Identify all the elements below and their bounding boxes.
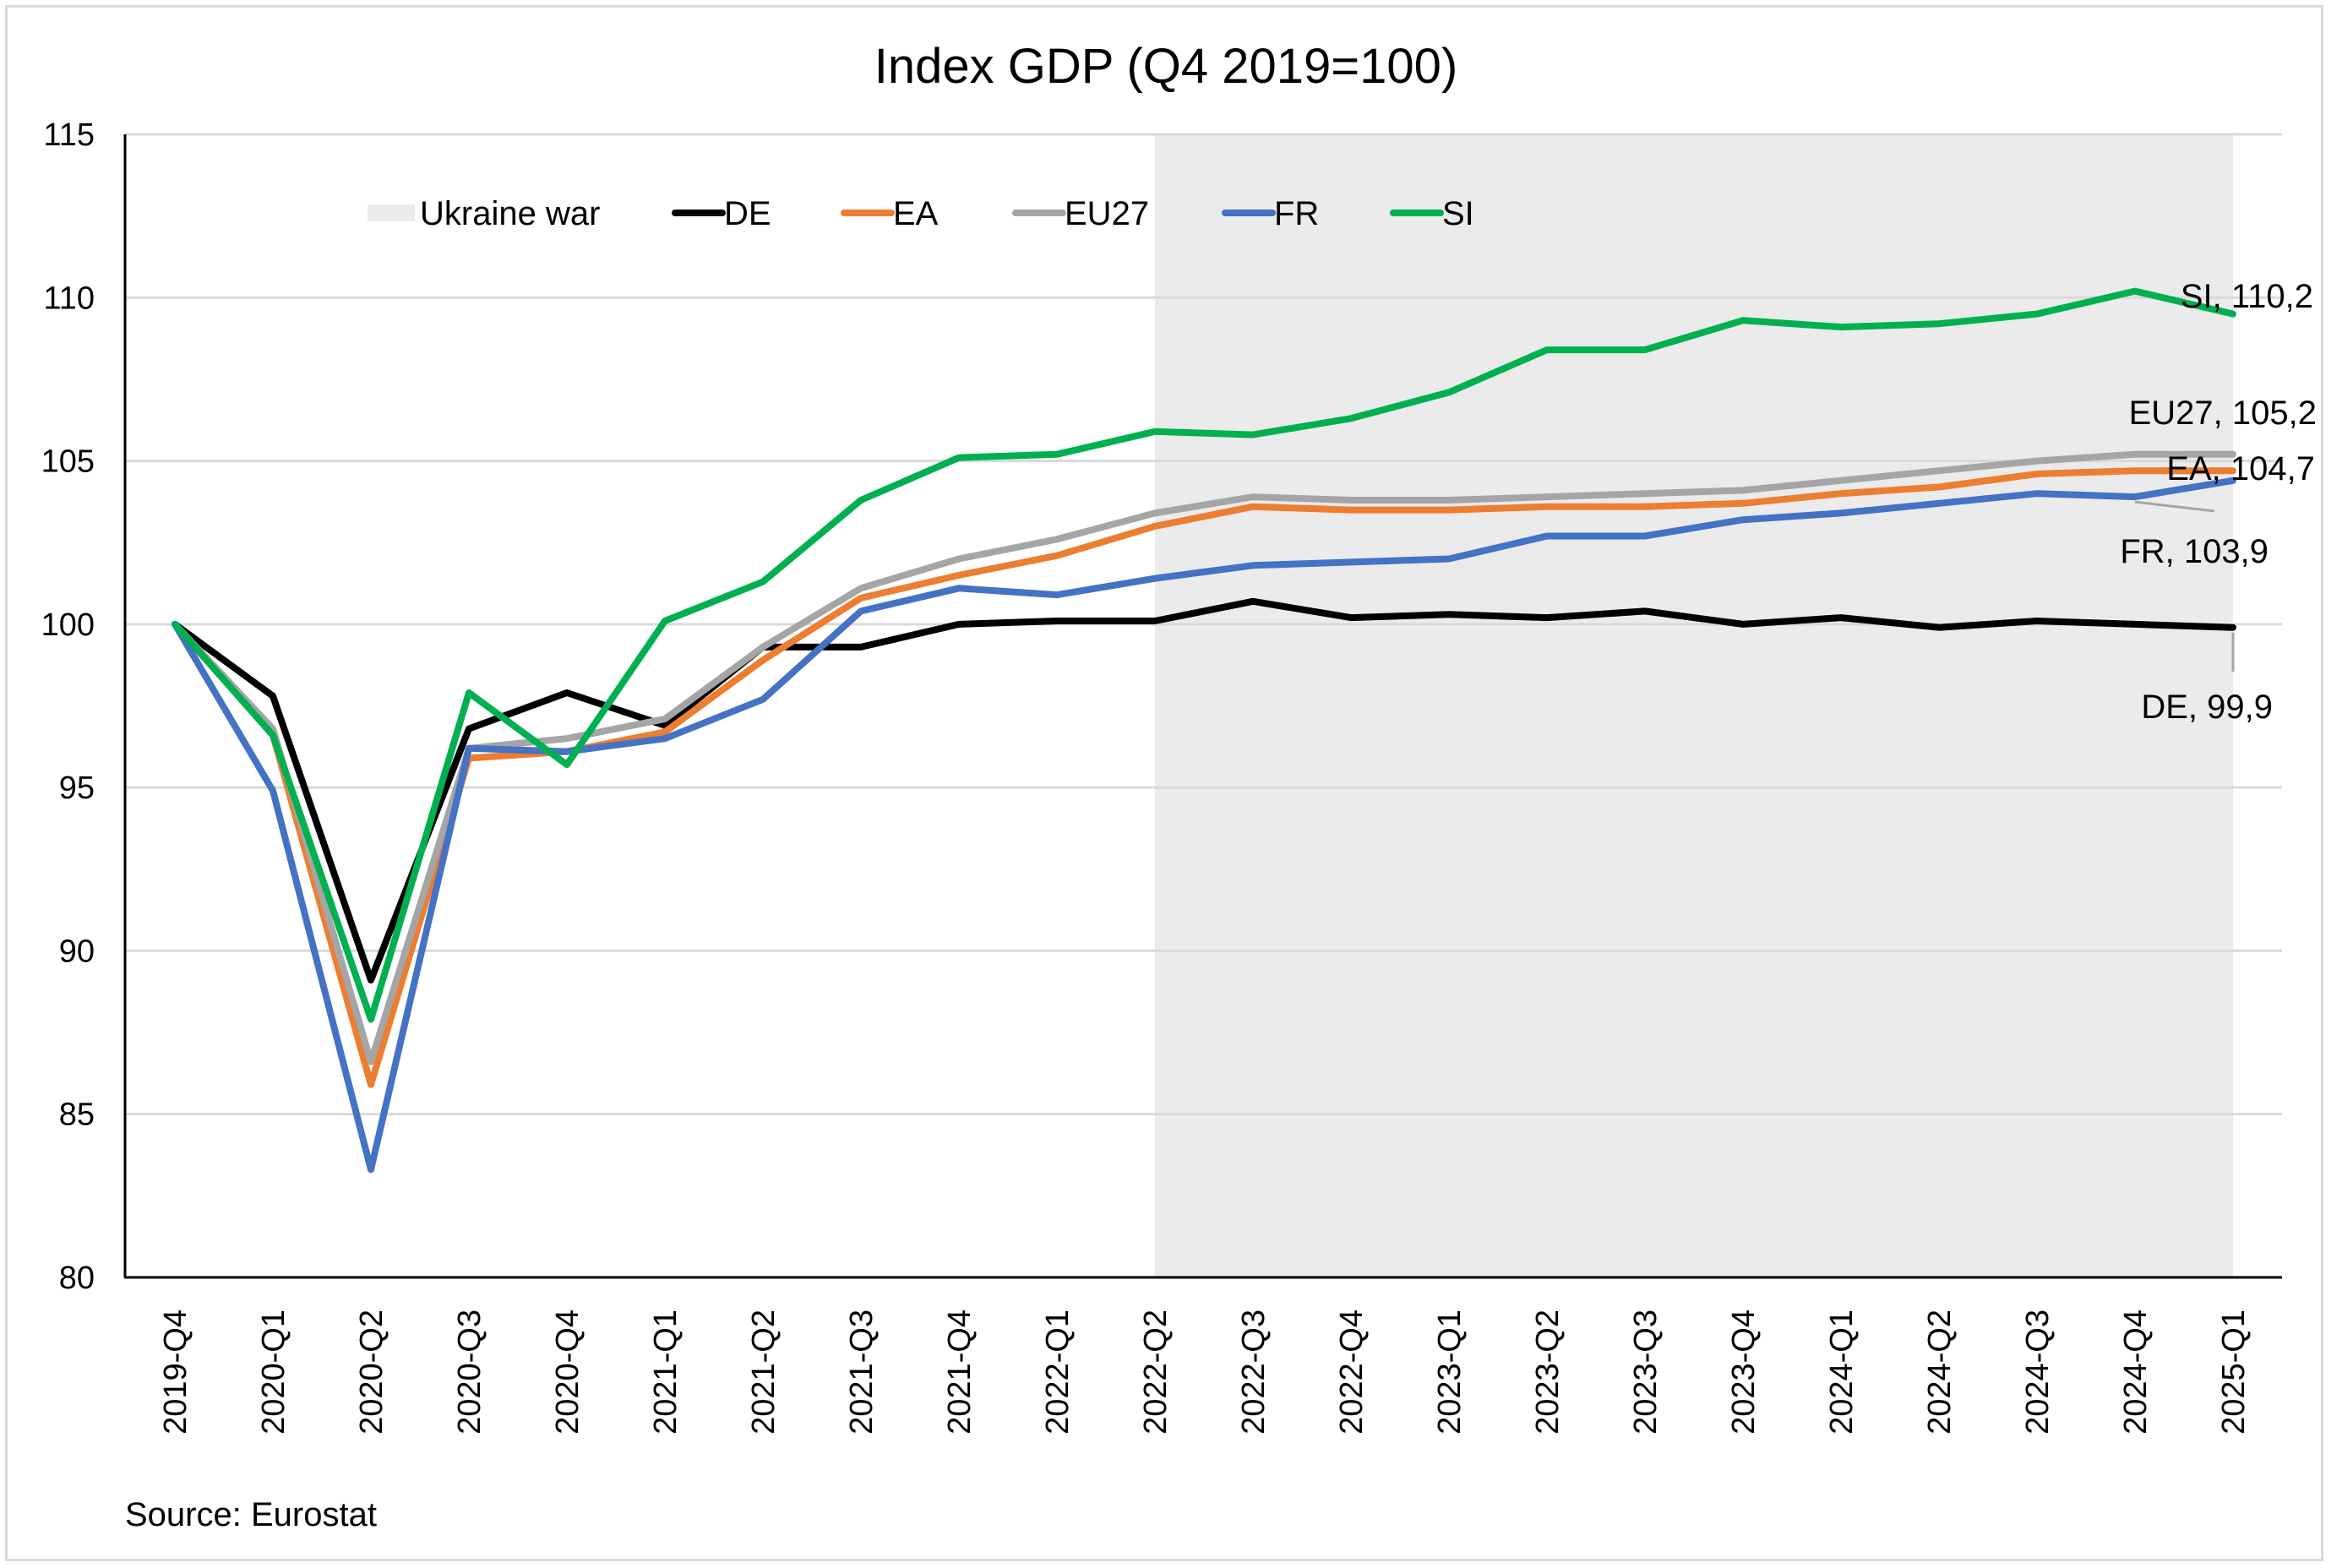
- y-tick-label: 100: [41, 607, 95, 643]
- y-tick-label: 105: [41, 444, 95, 480]
- data-labels: SI, 110,2 EU27, 105,2 EA, 104,7 FR, 103,9 DE…: [2120, 278, 2317, 726]
- y-tick-label: 115: [43, 117, 95, 153]
- x-tick-label: 2023-Q2: [1530, 1309, 1566, 1435]
- x-tick-label: 2021-Q2: [746, 1309, 782, 1435]
- series-lines: [172, 287, 2236, 1173]
- x-tick-label: 2022-Q2: [1138, 1309, 1174, 1435]
- x-tick-label: 2020-Q2: [354, 1309, 389, 1435]
- series-line-eu27: [172, 450, 2236, 1065]
- x-tick-label: 2021-Q3: [844, 1309, 880, 1435]
- legend-label: DE: [724, 195, 771, 232]
- x-tick-label: 2024-Q2: [1922, 1309, 1958, 1435]
- legend-swatch-ukraine-war: [368, 204, 415, 221]
- data-label-si: SI, 110,2: [2181, 278, 2313, 315]
- data-label-de: DE, 99,9: [2141, 689, 2273, 726]
- source-note: Source: Eurostat: [125, 1496, 377, 1533]
- y-tick-label: 110: [43, 280, 95, 316]
- y-tick-label: 85: [59, 1097, 95, 1133]
- legend-label: SI: [1442, 195, 1474, 232]
- x-tick-label: 2020-Q1: [256, 1309, 291, 1435]
- legend-label: FR: [1274, 195, 1319, 232]
- x-tick-label: 2022-Q4: [1334, 1309, 1370, 1435]
- chart-title: Index GDP (Q4 2019=100): [874, 39, 1458, 94]
- x-tick-label: 2025-Q1: [2216, 1309, 2252, 1435]
- data-label-eu27: EU27, 105,2: [2129, 395, 2317, 432]
- y-tick-label: 90: [59, 934, 95, 969]
- y-tick-label: 95: [59, 770, 95, 806]
- x-tick-label: 2022-Q3: [1236, 1309, 1272, 1435]
- x-tick-label: 2024-Q1: [1824, 1309, 1860, 1435]
- shaded-region-ukraine-war: [1155, 134, 2233, 1277]
- legend: Ukraine war DE EA EU27 FR SI: [368, 195, 1474, 232]
- x-tick-label: 2021-Q4: [942, 1309, 978, 1435]
- x-tick-labels: 2019-Q4 2020-Q1 2020-Q2 2020-Q3 2020-Q4 2021-…: [158, 1309, 2252, 1435]
- x-tick-label: 2022-Q1: [1040, 1309, 1076, 1435]
- x-tick-label: 2023-Q3: [1628, 1309, 1664, 1435]
- legend-label: EU27: [1065, 195, 1149, 232]
- x-tick-label: 2024-Q4: [2118, 1309, 2154, 1435]
- x-tick-label: 2024-Q3: [2020, 1309, 2056, 1435]
- x-tick-label: 2023-Q4: [1726, 1309, 1762, 1435]
- data-label-ea: EA, 104,7: [2166, 450, 2315, 487]
- shaded-region-layer: [1155, 134, 2233, 1277]
- series-line-si: [172, 287, 2236, 1023]
- y-tick-label: 80: [59, 1260, 95, 1296]
- legend-label: Ukraine war: [420, 195, 600, 232]
- series-line-ea: [172, 467, 2236, 1088]
- x-tick-label: 2020-Q3: [452, 1309, 487, 1435]
- series-line-de: [172, 597, 2236, 984]
- data-label-fr: FR, 103,9: [2120, 533, 2268, 570]
- axes: [123, 134, 2282, 1279]
- legend-label: EA: [893, 195, 939, 232]
- x-tick-label: 2023-Q1: [1432, 1309, 1468, 1435]
- y-tick-labels: 80 85 90 95 100 105 110 115: [41, 117, 95, 1296]
- x-tick-label: 2019-Q4: [158, 1309, 193, 1435]
- leader-line-fr: [2134, 500, 2215, 513]
- label-leader-lines: [2134, 500, 2235, 672]
- x-tick-label: 2020-Q4: [550, 1309, 585, 1435]
- x-tick-label: 2021-Q1: [648, 1309, 684, 1435]
- series-line-fr: [172, 476, 2236, 1173]
